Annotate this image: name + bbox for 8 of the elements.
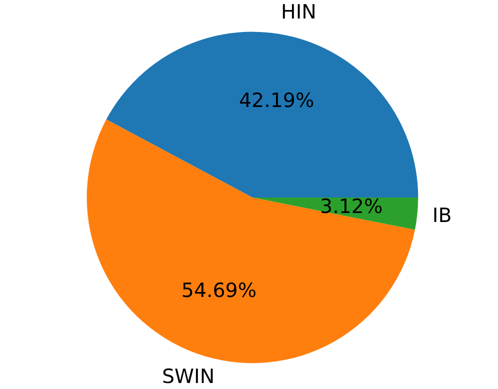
data-label: 3.12% [320, 195, 383, 218]
pie-slice [106, 32, 418, 198]
slice-label: HIN [281, 0, 316, 24]
data-label: 42.19% [239, 88, 314, 112]
pie-slice [86, 119, 415, 364]
slice-label: IB [432, 204, 452, 228]
slice-label: SWIN [162, 364, 215, 388]
data-label: 54.69% [181, 278, 257, 302]
